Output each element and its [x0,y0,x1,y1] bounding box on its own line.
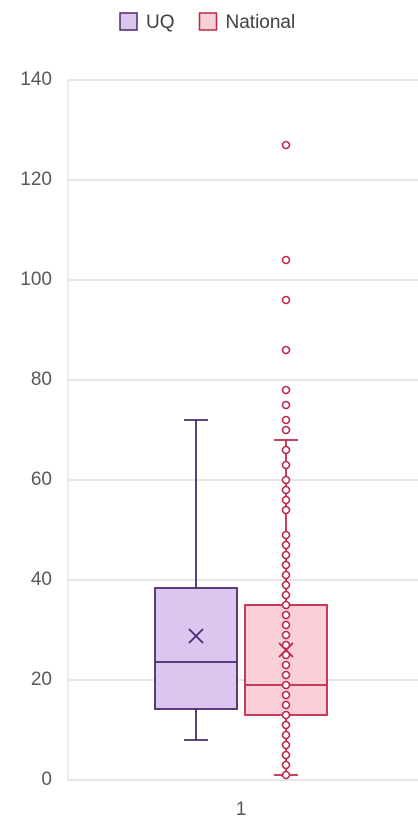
data-point [281,560,291,570]
y-tick-label: 100 [20,269,52,290]
data-point [281,495,291,505]
data-point [281,505,291,515]
legend-label: National [226,12,296,33]
data-point [281,700,291,710]
data-point [281,770,291,780]
data-point [281,345,291,355]
data-point [281,460,291,470]
data-point [281,425,291,435]
data-point [281,690,291,700]
data-point [281,710,291,720]
data-point [281,415,291,425]
data-point [281,540,291,550]
data-point [281,400,291,410]
y-tick-label: 60 [31,469,52,490]
data-point [281,620,291,630]
data-point [281,570,291,580]
data-point [281,485,291,495]
data-point [281,740,291,750]
data-point [281,720,291,730]
data-point [281,650,291,660]
mean-marker [188,628,204,644]
y-tick-label: 20 [31,669,52,690]
data-point [281,730,291,740]
data-point [281,750,291,760]
data-point [281,760,291,770]
y-tick-label: 140 [20,69,52,90]
data-point [281,670,291,680]
data-point [281,630,291,640]
data-point [281,445,291,455]
legend-swatch [119,12,138,31]
data-point [281,580,291,590]
data-point [281,640,291,650]
data-point [281,600,291,610]
data-point [281,610,291,620]
data-point [281,385,291,395]
data-point [281,660,291,670]
data-point [281,295,291,305]
mean-marker [278,642,294,658]
data-point [281,550,291,560]
legend-swatch [198,12,218,31]
data-point [281,680,291,690]
data-point [281,140,291,150]
y-tick-label: 0 [41,769,52,790]
legend-label: UQ [146,12,175,33]
y-tick-label: 120 [20,169,52,190]
box [154,587,238,710]
data-point [281,475,291,485]
data-point [281,590,291,600]
data-point [281,255,291,265]
data-point [281,530,291,540]
y-tick-label: 40 [31,569,52,590]
x-tick-label: 1 [236,799,247,820]
y-tick-label: 80 [31,369,52,390]
